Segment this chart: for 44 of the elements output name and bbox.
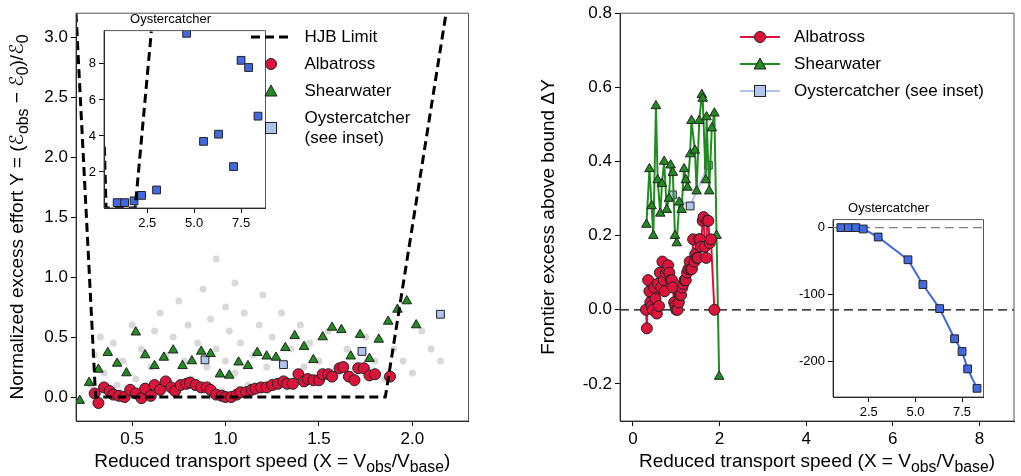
y-tick-label: 6 (88, 91, 96, 107)
x-axis-title: Reduced transport speed (X = V$_{obs}$/V$_{base}$) (94, 450, 451, 476)
y-tick-label: 0.0 (44, 386, 68, 406)
x-tick-label: 0 (628, 428, 638, 448)
x-tick-label: 2.5 (859, 404, 878, 420)
x-tick-label: 1.0 (213, 428, 238, 448)
y-tick-label: 0.6 (588, 77, 612, 97)
chart-title: Oystercatcher (130, 11, 212, 27)
y-tick-label: 2 (88, 163, 96, 179)
y-axis-title: Frontier excess above bound ΔY (537, 79, 559, 355)
x-tick-label: 8 (974, 428, 985, 448)
y-tick-label: 3.0 (44, 26, 68, 46)
x-tick-label: 1.5 (307, 428, 331, 448)
x-axis-title: Reduced transport speed (X = V$_{obs}$/V$_{base}$) (638, 450, 996, 476)
y-tick-label: 0.4 (588, 151, 612, 171)
x-tick-label: 2 (714, 428, 725, 448)
x-tick-label: 0.5 (120, 428, 144, 448)
x-tick-label: 6 (888, 428, 898, 448)
y-tick-label: -200 (798, 353, 825, 369)
y-tick-label: 4 (88, 127, 96, 143)
legend-label: Oystercatcher (see inset) (794, 81, 984, 102)
legend-label: Oystercatcher (see inset) (304, 108, 412, 149)
y-tick-label: 0.8 (588, 2, 612, 22)
y-tick-label: -100 (798, 286, 825, 302)
y-tick-label: 8 (88, 55, 96, 71)
legend-label: Shearwater (304, 81, 392, 102)
x-tick-label: 2.5 (138, 215, 157, 231)
chart-title: Oystercatcher (848, 200, 930, 216)
x-tick-label: 2.0 (400, 428, 425, 448)
y-tick-label: 2.5 (44, 86, 68, 106)
x-tick-label: 7.5 (953, 404, 972, 420)
legend-label: Albatross (304, 54, 376, 75)
x-tick-label: 7.5 (232, 215, 251, 231)
y-tick-label: 0.0 (588, 299, 612, 319)
legend-label: Albatross (794, 27, 865, 48)
y-tick-label: 0.5 (44, 326, 68, 346)
x-tick-label: 5.0 (906, 404, 925, 420)
legend-label: HJB Limit (304, 27, 378, 48)
legend-label: Shearwater (794, 54, 882, 75)
y-tick-label: 1.0 (44, 266, 68, 286)
y-tick-label: -0.2 (582, 373, 612, 393)
y-tick-label: 2.0 (44, 146, 68, 166)
x-tick-label: 5.0 (185, 215, 204, 231)
y-tick-label: 0.2 (588, 225, 612, 245)
